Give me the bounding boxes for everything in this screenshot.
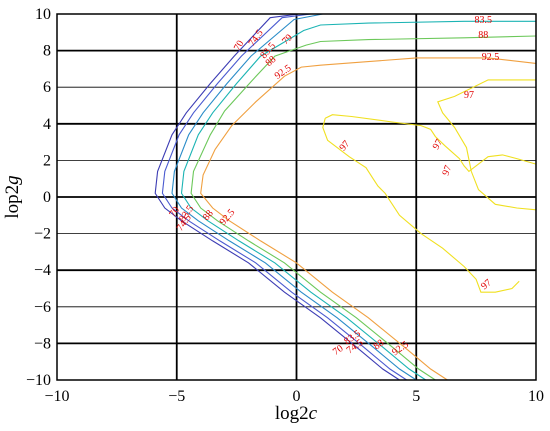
x-tick-label: 10 bbox=[528, 388, 544, 405]
contour-line-83-5 bbox=[180, 20, 536, 381]
contour-line-97 bbox=[324, 114, 537, 173]
contour-line-79 bbox=[171, 13, 417, 381]
contour-label: 97 bbox=[431, 137, 446, 151]
y-tick-label: −6 bbox=[34, 299, 51, 316]
x-tick-label: −10 bbox=[44, 388, 69, 405]
x-tick-label: 5 bbox=[412, 388, 420, 405]
contour-line-88 bbox=[190, 35, 537, 381]
y-tick-label: 4 bbox=[43, 116, 51, 133]
y-tick-label: 0 bbox=[43, 189, 51, 206]
y-tick-label: −4 bbox=[34, 262, 51, 279]
x-tick-label: 0 bbox=[293, 388, 301, 405]
contour-lines bbox=[154, 13, 537, 381]
contour-label: 70 bbox=[232, 39, 247, 53]
y-tick-label: −8 bbox=[34, 335, 51, 352]
y-tick-label: 6 bbox=[43, 79, 51, 96]
contour-line-97 bbox=[322, 118, 520, 293]
grid bbox=[57, 14, 536, 380]
y-tick-label: 10 bbox=[35, 6, 51, 23]
y-tick-label: −10 bbox=[26, 372, 51, 389]
y-tick-labels: −10 −8 −6 −4 −2 0 2 4 6 8 10 bbox=[26, 6, 51, 389]
contour-label: 97 bbox=[464, 90, 474, 101]
contour-label: 97 bbox=[441, 164, 455, 177]
x-tick-labels: −10 −5 0 5 10 bbox=[44, 388, 544, 405]
y-tick-label: −2 bbox=[34, 226, 51, 243]
contour-line-70 bbox=[154, 13, 400, 381]
contour-line-74-5 bbox=[161, 13, 408, 381]
contour-line-97 bbox=[437, 79, 537, 211]
x-axis-label: log2c bbox=[275, 403, 318, 424]
contour-label: 92.5 bbox=[482, 52, 500, 63]
contour-line-92-5 bbox=[200, 57, 537, 381]
y-tick-label: 8 bbox=[43, 43, 51, 60]
contour-label: 83.5 bbox=[475, 15, 493, 26]
contour-label: 88 bbox=[478, 30, 488, 41]
y-tick-label: 2 bbox=[43, 152, 51, 169]
plot-frame bbox=[56, 13, 537, 381]
x-tick-label: −5 bbox=[168, 388, 185, 405]
y-axis-label: lop2g bbox=[2, 175, 23, 218]
